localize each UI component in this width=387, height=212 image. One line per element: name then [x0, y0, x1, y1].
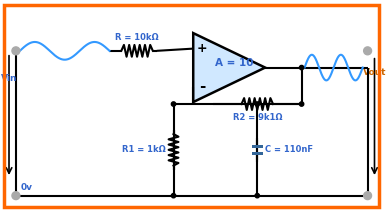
Circle shape [300, 66, 304, 70]
Text: A = 10: A = 10 [215, 58, 253, 68]
Text: R2 = 9k1Ω: R2 = 9k1Ω [233, 113, 282, 122]
Text: 0v: 0v [21, 183, 33, 192]
Bar [252, 152, 263, 155]
Text: -: - [199, 79, 205, 94]
Text: C = 110nF: C = 110nF [265, 145, 313, 154]
Circle shape [255, 194, 259, 198]
Circle shape [171, 102, 176, 106]
Text: R = 10kΩ: R = 10kΩ [115, 33, 159, 42]
Circle shape [364, 47, 372, 55]
Text: Vin: Vin [1, 74, 17, 83]
Bar [252, 145, 263, 148]
Text: R1 = 1kΩ: R1 = 1kΩ [122, 145, 166, 154]
Text: Vout: Vout [363, 68, 386, 77]
Circle shape [171, 194, 176, 198]
Circle shape [12, 47, 20, 55]
Circle shape [364, 192, 372, 199]
Circle shape [300, 102, 304, 106]
Circle shape [255, 102, 259, 106]
Text: +: + [197, 42, 207, 55]
Circle shape [12, 192, 20, 199]
Polygon shape [193, 33, 265, 102]
